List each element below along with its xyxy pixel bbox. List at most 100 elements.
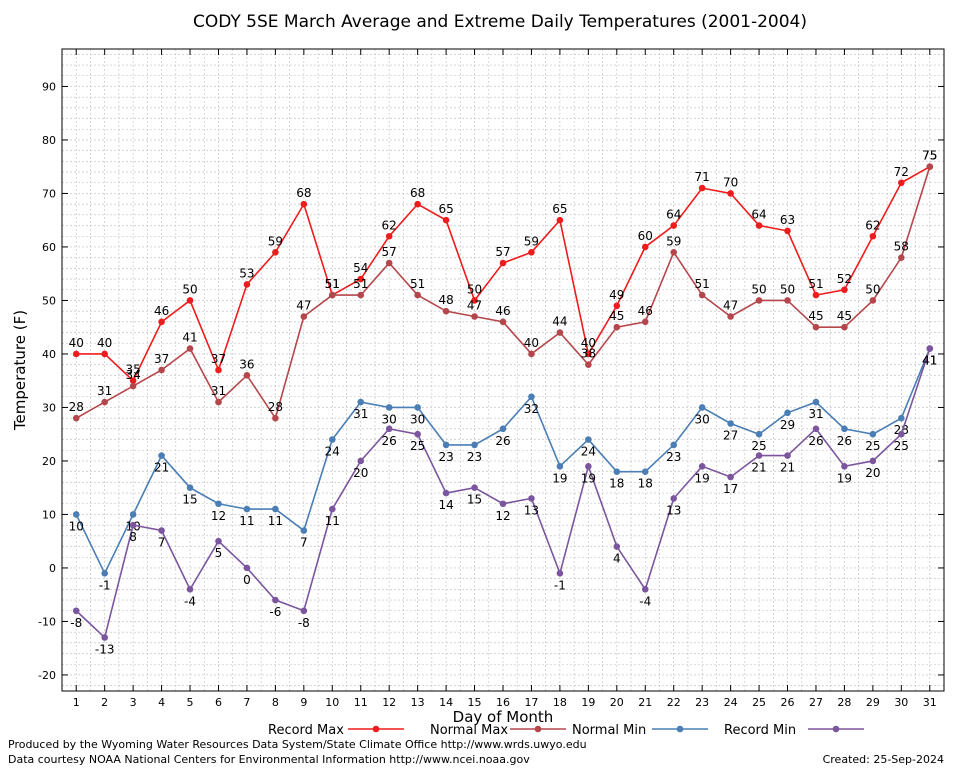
data-point	[841, 323, 848, 331]
data-point	[72, 511, 80, 518]
data-label: 62	[382, 218, 397, 232]
data-label: -13	[95, 643, 115, 657]
data-point	[442, 489, 450, 497]
data-point	[357, 457, 365, 465]
data-point	[812, 425, 820, 433]
data-label: 75	[922, 149, 937, 163]
data-label: 32	[524, 402, 539, 416]
y-tick-label: 20	[42, 455, 56, 468]
data-point	[385, 404, 393, 411]
legend-marker	[372, 725, 380, 733]
data-point	[186, 297, 194, 304]
x-tick-label: 13	[411, 696, 425, 709]
data-point	[442, 441, 450, 449]
data-label: 13	[666, 503, 681, 517]
data-point	[499, 500, 507, 508]
y-tick-label: 10	[42, 508, 56, 521]
data-label: 21	[751, 461, 766, 475]
x-axis-label: Day of Month	[453, 708, 554, 726]
data-label: 50	[865, 282, 880, 296]
data-point	[727, 473, 734, 481]
data-label: 45	[808, 309, 823, 323]
data-label: 50	[751, 282, 766, 296]
data-label: 28	[69, 400, 84, 414]
data-label: 40	[97, 336, 112, 350]
data-label: -8	[298, 616, 310, 630]
data-point	[528, 393, 535, 401]
data-label: 59	[268, 234, 283, 248]
data-label: 35	[125, 363, 140, 377]
data-label: 25	[410, 439, 425, 453]
legend-label: Normal Max	[430, 723, 508, 738]
data-label: 57	[495, 245, 510, 259]
data-point	[641, 243, 649, 251]
y-tick-label: 0	[49, 562, 56, 575]
y-tick-label: 80	[42, 134, 56, 147]
footer-produced-by: Produced by the Wyoming Water Resources …	[8, 738, 587, 751]
data-point	[641, 318, 649, 326]
data-label: 31	[353, 407, 368, 421]
data-label: 31	[211, 384, 226, 398]
x-tick-label: 21	[638, 696, 652, 709]
data-point	[812, 291, 820, 299]
data-point	[328, 436, 336, 443]
data-point	[528, 350, 535, 358]
x-tick-label: 15	[468, 696, 482, 709]
data-point	[101, 570, 108, 577]
data-label: 20	[865, 466, 880, 480]
data-point	[869, 232, 877, 240]
data-point	[357, 398, 365, 406]
data-point	[556, 570, 564, 577]
data-point	[471, 313, 478, 320]
data-point	[414, 200, 421, 208]
data-point	[556, 329, 564, 336]
data-point	[158, 318, 165, 326]
data-point	[755, 297, 763, 304]
data-point	[272, 249, 279, 256]
data-point	[243, 372, 251, 379]
data-point	[215, 366, 222, 374]
data-point	[841, 286, 848, 294]
data-point	[72, 350, 80, 358]
data-point	[755, 430, 763, 438]
grid-layer	[62, 49, 945, 691]
data-label: 23	[438, 450, 453, 464]
data-label: 23	[666, 450, 681, 464]
data-point	[499, 425, 507, 433]
x-tick-label: 19	[581, 696, 595, 709]
x-tick-label: 18	[553, 696, 567, 709]
data-label: 63	[780, 213, 795, 227]
data-point	[300, 313, 308, 320]
data-point	[215, 537, 222, 545]
data-label: -6	[269, 605, 281, 619]
data-label: 51	[325, 277, 340, 291]
data-label: 51	[410, 277, 425, 291]
data-label: 11	[325, 514, 340, 528]
x-tick-label: 5	[187, 696, 194, 709]
data-label: 57	[382, 245, 397, 259]
data-point	[898, 430, 905, 438]
data-label: 5	[215, 546, 223, 560]
data-point	[300, 607, 308, 615]
data-point	[755, 452, 763, 459]
data-point	[385, 259, 393, 267]
y-tick-label: 50	[42, 294, 56, 307]
data-label: 19	[837, 471, 852, 485]
data-point	[129, 521, 137, 529]
data-label: 26	[837, 434, 852, 448]
data-point	[357, 275, 365, 283]
data-label: 47	[723, 299, 738, 313]
data-point	[300, 527, 308, 534]
data-point	[186, 586, 194, 593]
data-label: 54	[353, 261, 368, 275]
data-point	[272, 596, 279, 604]
data-label: 24	[325, 445, 340, 459]
data-label: 19	[695, 471, 710, 485]
data-label: 40	[581, 336, 596, 350]
data-point	[442, 216, 450, 224]
data-point	[613, 323, 621, 331]
legend-marker	[534, 725, 542, 733]
data-point	[72, 607, 80, 615]
